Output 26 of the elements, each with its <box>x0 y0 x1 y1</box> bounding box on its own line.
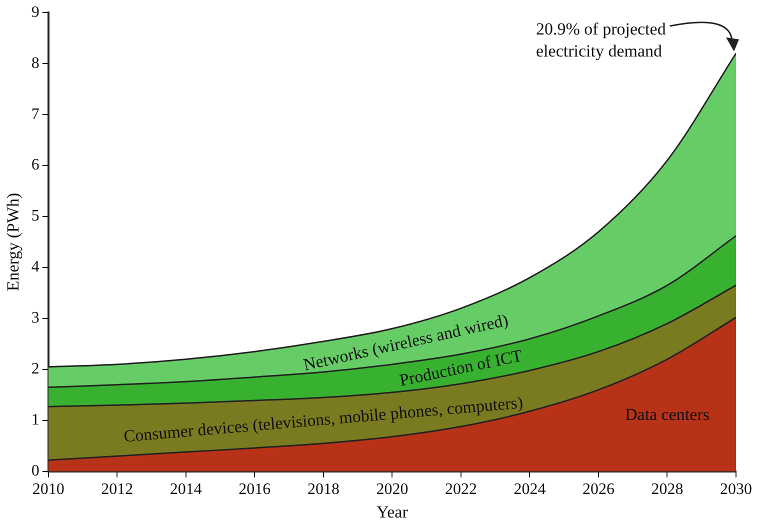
x-tick-label: 2028 <box>651 481 684 498</box>
x-axis-title: Year <box>376 502 408 522</box>
y-tick-label: 1 <box>31 412 40 429</box>
y-axis-title: Energy (PWh) <box>4 192 23 292</box>
y-tick-label: 7 <box>31 106 40 123</box>
x-tick-label: 2022 <box>444 481 477 498</box>
y-tick-label: 4 <box>31 258 40 276</box>
y-tick-label: 0 <box>31 462 40 480</box>
y-tick-label: 3 <box>31 310 40 327</box>
x-tick-label: 2026 <box>582 481 614 498</box>
y-tick-label: 8 <box>31 54 40 72</box>
x-tick-label: 2016 <box>238 481 271 498</box>
x-tick-label: 2024 <box>514 481 546 498</box>
y-tick-label: 5 <box>31 208 40 225</box>
x-tick-label: 2014 <box>170 481 202 498</box>
series-label: Consumer devices (televisions, mobile phones, computers) <box>123 392 524 446</box>
y-tick-label: 6 <box>31 156 40 174</box>
x-tick-label: 2030 <box>720 481 752 498</box>
series-label: Data centers <box>625 404 710 424</box>
annotation: 20.9% of projected electricity demand <box>536 19 666 60</box>
x-tick-label: 2018 <box>307 481 340 498</box>
y-tick-label: 2 <box>31 360 40 378</box>
x-tick-label: 2020 <box>376 481 408 498</box>
x-tick-label: 2010 <box>32 481 64 498</box>
x-tick-label: 2012 <box>101 481 134 498</box>
y-tick-label: 9 <box>31 4 40 21</box>
